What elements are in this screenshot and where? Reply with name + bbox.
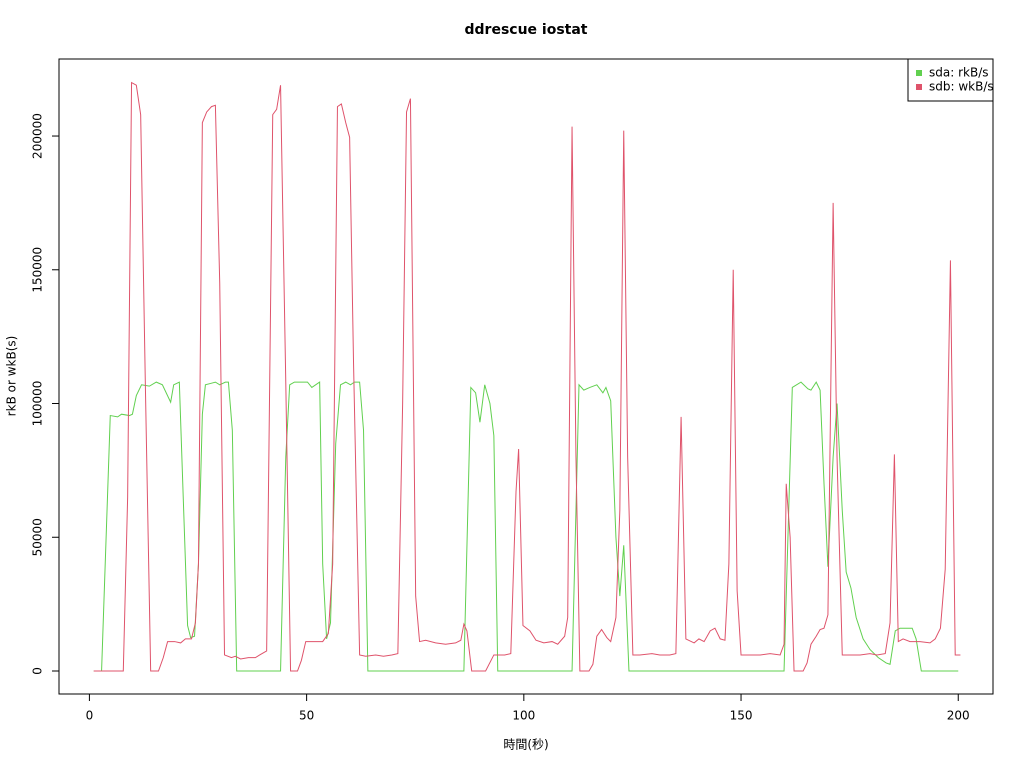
y-axis-label: rkB or wkB(s) [5, 336, 19, 417]
y-tick-label: 100000 [31, 381, 45, 427]
legend-label: sdb: wkB/s [929, 80, 994, 94]
legend-box [907, 58, 994, 102]
data-line [93, 81, 961, 672]
x-tick-label: 200 [947, 709, 970, 723]
y-tick-label: 200000 [31, 113, 45, 159]
legend-label: sda: rkB/s [929, 66, 989, 80]
y-tick-label: 150000 [31, 247, 45, 293]
x-tick-label: 100 [512, 709, 535, 723]
y-tick-label: 0 [31, 667, 45, 675]
x-tick-label: 0 [86, 709, 94, 723]
data-line [93, 381, 959, 672]
chart-title: ddrescue iostat [465, 22, 588, 38]
legend-swatch [916, 84, 922, 90]
legend-swatch [916, 70, 922, 76]
x-tick-label: 150 [730, 709, 753, 723]
x-axis-label: 時間(秒) [503, 738, 548, 752]
y-tick-label: 50000 [31, 518, 45, 556]
x-tick-label: 50 [299, 709, 314, 723]
